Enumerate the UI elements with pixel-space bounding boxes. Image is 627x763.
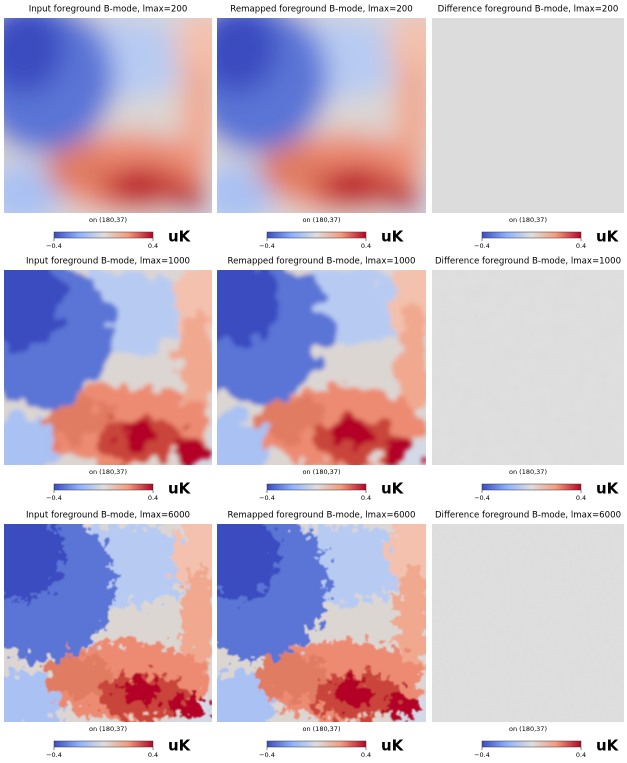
map-caption: on (180,37): [303, 725, 341, 733]
colorbar: [53, 483, 154, 491]
panel: Input foreground B-mode, lmax=200 on (180…: [4, 5, 212, 250]
panel: Input foreground B-mode, lmax=1000 on (18…: [4, 257, 212, 502]
colorbar-max-label: 0.4: [361, 494, 371, 502]
colorbar: [53, 740, 154, 748]
colorbar-max-label: 0.4: [576, 242, 586, 250]
panel-title: Input foreground B-mode, lmax=6000: [26, 511, 190, 521]
colorbar-min-label: −0.4: [259, 242, 275, 250]
colorbar: [481, 740, 582, 748]
panel-title: Difference foreground B-mode, lmax=200: [438, 5, 619, 15]
colorbar-min-label: −0.4: [46, 751, 62, 759]
panel: Difference foreground B-mode, lmax=1000 o…: [432, 257, 624, 502]
colorbar-unit: uK: [168, 480, 192, 498]
colorbar-min-label: −0.4: [474, 242, 490, 250]
panel: Difference foreground B-mode, lmax=6000 o…: [432, 511, 624, 759]
map-caption: on (180,37): [89, 468, 127, 476]
colorbar: [481, 483, 582, 491]
map-caption: on (180,37): [303, 216, 341, 224]
map-image: [432, 18, 624, 213]
map-image: [217, 524, 426, 722]
colorbar: [266, 740, 367, 748]
colorbar-unit: uK: [381, 480, 405, 498]
map-image: [4, 270, 212, 465]
colorbar-min-label: −0.4: [46, 242, 62, 250]
colorbar-min-label: −0.4: [259, 494, 275, 502]
colorbar: [53, 231, 154, 239]
panel: Input foreground B-mode, lmax=6000 on (18…: [4, 511, 212, 759]
map-image: [432, 524, 624, 722]
colorbar-min-label: −0.4: [474, 751, 490, 759]
panel-title: Difference foreground B-mode, lmax=6000: [435, 511, 621, 521]
map-image: [4, 524, 212, 722]
colorbar: [266, 483, 367, 491]
colorbar-max-label: 0.4: [148, 242, 158, 250]
map-caption: on (180,37): [89, 216, 127, 224]
colorbar-unit: uK: [596, 480, 620, 498]
colorbar-unit: uK: [596, 737, 620, 755]
colorbar-max-label: 0.4: [361, 751, 371, 759]
map-image: [217, 18, 426, 213]
colorbar-min-label: −0.4: [474, 494, 490, 502]
colorbar-max-label: 0.4: [576, 751, 586, 759]
panel-title: Difference foreground B-mode, lmax=1000: [435, 257, 621, 267]
map-caption: on (180,37): [303, 468, 341, 476]
panel: Remapped foreground B-mode, lmax=200 on (…: [217, 5, 426, 250]
panel-title: Input foreground B-mode, lmax=200: [29, 5, 188, 15]
colorbar: [481, 231, 582, 239]
map-image: [432, 270, 624, 465]
map-image: [4, 18, 212, 213]
panel-title: Input foreground B-mode, lmax=1000: [26, 257, 190, 267]
colorbar-unit: uK: [381, 228, 405, 246]
colorbar-unit: uK: [596, 228, 620, 246]
colorbar-max-label: 0.4: [576, 494, 586, 502]
map-image: [217, 270, 426, 465]
colorbar-unit: uK: [168, 737, 192, 755]
map-caption: on (180,37): [89, 725, 127, 733]
map-caption: on (180,37): [509, 725, 547, 733]
colorbar-max-label: 0.4: [361, 242, 371, 250]
colorbar-min-label: −0.4: [46, 494, 62, 502]
colorbar-unit: uK: [168, 228, 192, 246]
panel: Difference foreground B-mode, lmax=200 on…: [432, 5, 624, 250]
colorbar: [266, 231, 367, 239]
panel: Remapped foreground B-mode, lmax=6000 on …: [217, 511, 426, 759]
colorbar-max-label: 0.4: [148, 494, 158, 502]
colorbar-min-label: −0.4: [259, 751, 275, 759]
panel-title: Remapped foreground B-mode, lmax=1000: [228, 257, 416, 267]
colorbar-max-label: 0.4: [148, 751, 158, 759]
map-caption: on (180,37): [509, 468, 547, 476]
panel-title: Remapped foreground B-mode, lmax=6000: [228, 511, 416, 521]
map-caption: on (180,37): [509, 216, 547, 224]
panel-title: Remapped foreground B-mode, lmax=200: [230, 5, 413, 15]
panel: Remapped foreground B-mode, lmax=1000 on …: [217, 257, 426, 502]
colorbar-unit: uK: [381, 737, 405, 755]
